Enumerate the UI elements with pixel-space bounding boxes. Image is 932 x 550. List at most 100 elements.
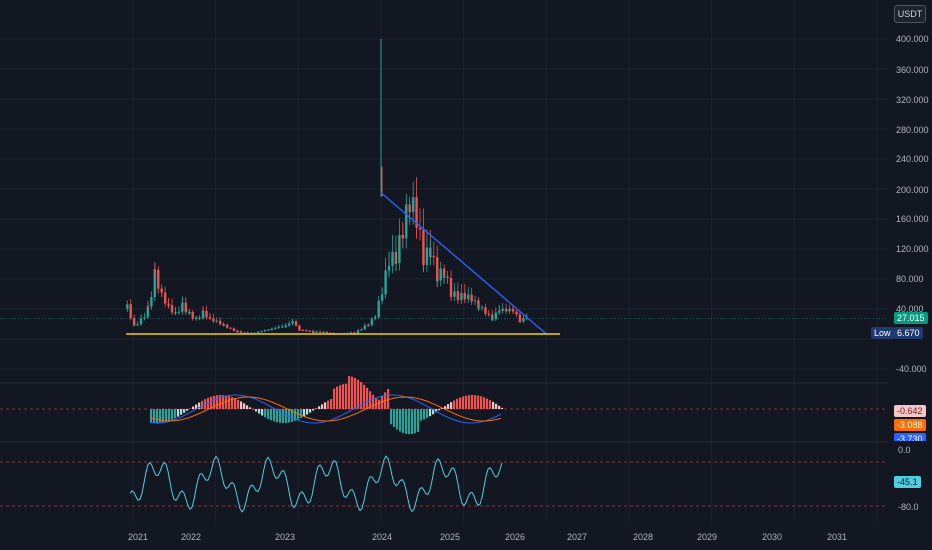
macd-histogram-bar (279, 409, 282, 423)
candle-body (308, 330, 311, 332)
price-tick: 320.000 (896, 95, 929, 105)
candle-body (163, 292, 167, 304)
macd-histogram-bar (255, 409, 258, 412)
macd-histogram-bar (402, 409, 405, 433)
candle-body (188, 311, 191, 313)
candle-body (212, 318, 215, 322)
macd-histogram-bar (318, 406, 321, 409)
candle-body (470, 294, 473, 302)
macd-histogram-bar (300, 409, 303, 419)
candle-body (229, 327, 232, 329)
candle-body (201, 310, 205, 312)
time-tick: 2022 (181, 532, 202, 542)
macd-histogram-bar (177, 409, 180, 417)
candle-body (422, 229, 425, 265)
macd-histogram-bar (273, 409, 276, 422)
macd-histogram-bar (498, 405, 501, 409)
macd-histogram-bar (270, 409, 273, 421)
candle-body (170, 305, 174, 313)
macd-histogram-bar (339, 385, 342, 409)
candle-body (243, 332, 246, 334)
macd-histogram-bar (492, 401, 495, 409)
macd-histogram-bar (195, 404, 198, 409)
macd-histogram-bar (360, 382, 363, 409)
macd-histogram-bar (264, 409, 267, 418)
macd-histogram-bar (321, 404, 324, 409)
candle-body (291, 321, 294, 323)
candle-body (504, 308, 508, 312)
last-price-badge: 27.015 (894, 312, 928, 324)
macd-histogram-bar (306, 409, 309, 415)
candle-body (436, 257, 439, 282)
macd-histogram-bar (351, 376, 354, 409)
macd-histogram-bar (291, 409, 294, 422)
macd-histogram-bar (489, 400, 492, 409)
candle-body (132, 318, 136, 325)
macd-histogram-bar (312, 409, 315, 411)
macd-histogram-bar (435, 409, 438, 413)
macd-histogram-bar (474, 395, 477, 409)
price-tick: 400.000 (896, 34, 929, 44)
macd-histogram-bar (378, 399, 381, 409)
candle-body (139, 318, 143, 320)
candle-body (139, 318, 143, 325)
macd-histogram-bar (249, 407, 252, 409)
macd-histogram-bar (282, 409, 285, 423)
candle-body (263, 330, 267, 332)
macd-histogram-bar (183, 409, 186, 413)
candle-body (322, 332, 325, 334)
macd-histogram-bar (162, 409, 165, 423)
macd-histogram-bar (246, 405, 249, 409)
macd-histogram-bar (372, 394, 375, 409)
candle-body (312, 331, 315, 333)
candle-body (377, 300, 380, 317)
descending-trendline (380, 192, 547, 335)
candle-body (449, 296, 453, 298)
candle-body (136, 324, 139, 326)
macd-histogram-bar (285, 409, 288, 423)
candle-body (205, 310, 208, 318)
macd-histogram-bar (303, 409, 306, 417)
macd-histogram-bar (411, 409, 414, 434)
candle-body (467, 294, 470, 300)
currency-selector[interactable]: USDT (894, 5, 926, 23)
candle-body (484, 307, 487, 314)
macd-histogram-bar (192, 406, 195, 409)
candle-body (511, 310, 515, 312)
candle-body (305, 330, 308, 332)
macd-histogram-bar (480, 396, 483, 409)
candle-body (418, 227, 422, 230)
macd-histogram-bar (267, 409, 270, 419)
candle-body (143, 317, 146, 319)
macd-histogram-bar (483, 397, 486, 409)
candle-body (225, 324, 229, 328)
price-tick: 280.000 (896, 125, 929, 135)
macd-histogram-bar (417, 409, 420, 432)
macd-histogram-bar (447, 404, 450, 409)
candle-body (160, 291, 163, 293)
macd-histogram-bar (426, 409, 429, 418)
candle-body (236, 331, 239, 333)
time-tick: 2031 (827, 532, 848, 542)
candle-body (274, 327, 277, 329)
candle-body (298, 325, 301, 330)
macd-histogram-bar (216, 395, 219, 409)
macd-histogram-bar (201, 400, 204, 409)
price-tick: -40.000 (896, 364, 927, 374)
candle-body (432, 255, 436, 258)
price-tick: 120.000 (896, 244, 929, 254)
macd-histogram-bar (441, 408, 444, 409)
time-tick: 2026 (505, 532, 526, 542)
macd-histogram-bar (459, 397, 462, 409)
time-tick: 2021 (128, 532, 149, 542)
macd-histogram-bar (501, 407, 504, 409)
candle-body (477, 300, 480, 308)
candle-body (456, 299, 460, 301)
macd-histogram-bar (396, 409, 399, 430)
candle-body (429, 255, 432, 257)
macd-histogram-bar (198, 402, 201, 409)
macd-histogram-bar (258, 409, 261, 414)
macd-histogram-bar (414, 409, 417, 434)
macd-histogram-bar (495, 403, 498, 409)
